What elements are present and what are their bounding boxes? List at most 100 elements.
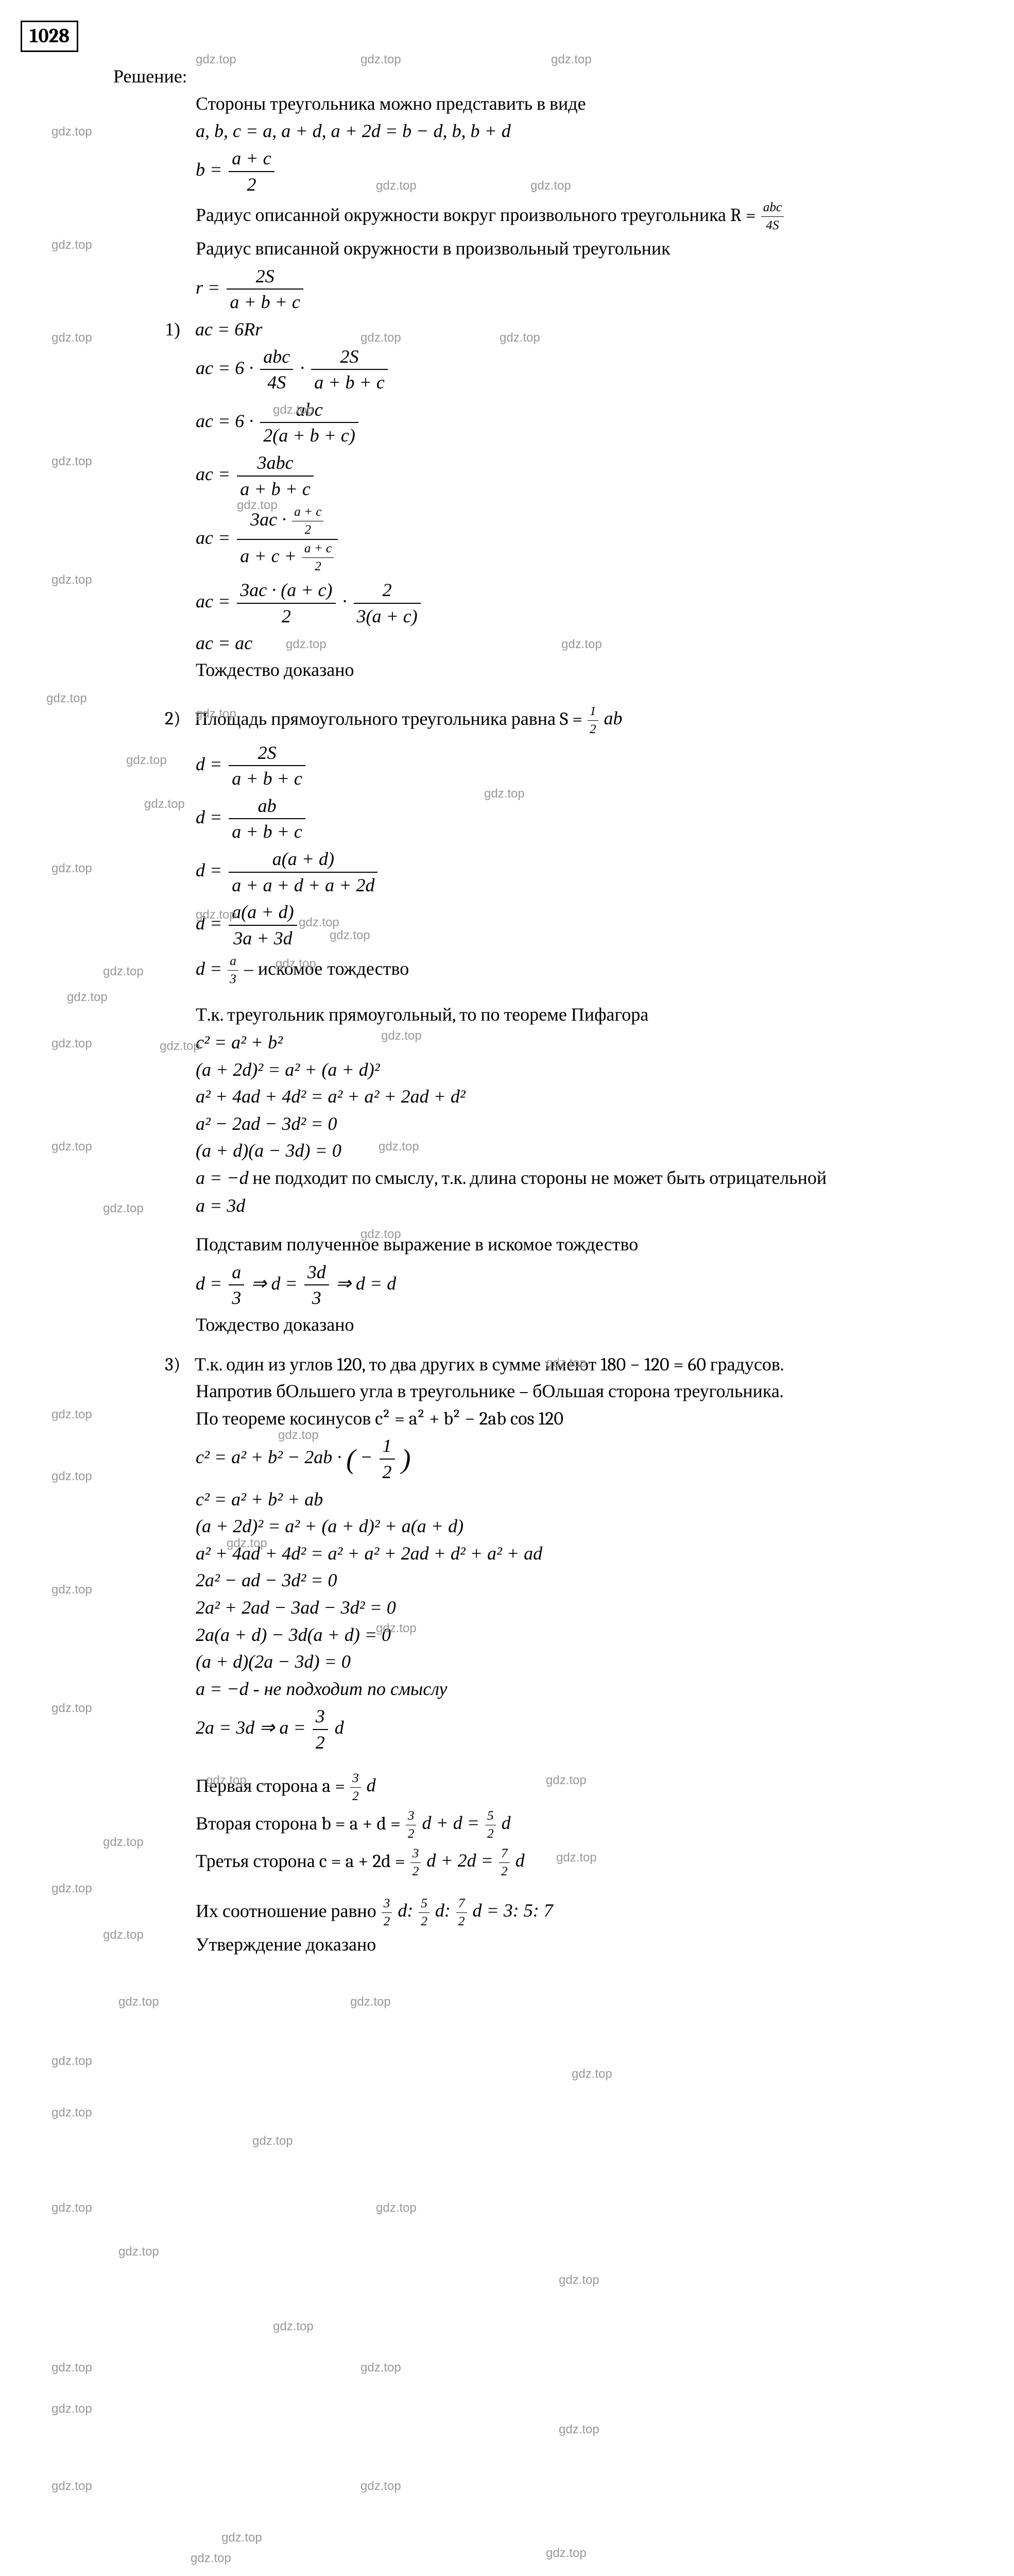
num: 2S <box>229 740 305 767</box>
tail: d = 3: 5: 7 <box>473 1900 553 1921</box>
watermark: gdz.top <box>196 907 236 923</box>
den: 3 <box>304 1285 329 1311</box>
watermark: gdz.top <box>51 2360 92 2376</box>
lhs: ac = 6 · <box>196 411 253 431</box>
watermark: gdz.top <box>546 1772 587 1789</box>
num: 5 <box>419 1895 429 1913</box>
eq: a² + 4ad + 4d² = a² + a² + 2ad + d² + a²… <box>196 1541 963 1566</box>
den: 2 <box>237 604 335 629</box>
watermark: gdz.top <box>559 2421 599 2438</box>
den: 3 <box>229 1285 244 1311</box>
solution-body: Решение: Стороны треугольника можно пред… <box>113 64 963 1957</box>
watermark: gdz.top <box>572 2066 612 2082</box>
watermark: gdz.top <box>546 2545 587 2562</box>
num: a + c <box>229 146 274 172</box>
num: a <box>228 953 238 971</box>
den: 4S <box>260 370 293 395</box>
watermark: gdz.top <box>51 124 92 140</box>
watermark: gdz.top <box>206 1772 247 1789</box>
den: a + b + c <box>227 290 303 315</box>
intro-text: Стороны треугольника можно представить в… <box>196 92 963 117</box>
eq: a² + 4ad + 4d² = a² + a² + 2ad + d² <box>196 1084 963 1109</box>
watermark: gdz.top <box>360 52 401 68</box>
num: abc <box>260 344 293 370</box>
den: 4S <box>761 217 784 234</box>
eq: ac = 6Rr <box>195 319 262 340</box>
subst-text: Подставим полученное выражение в искомое… <box>196 1232 963 1258</box>
list-number: 3) <box>165 1352 191 1378</box>
den: a + a + d + a + 2d <box>229 873 377 898</box>
op: · <box>300 358 304 378</box>
den: 2 <box>410 1863 421 1880</box>
eq: (a + d)(a − 3d) = 0 <box>196 1138 963 1163</box>
eq: d = a(a + d)a + a + d + a + 2d <box>196 846 963 897</box>
watermark: gdz.top <box>360 2478 401 2495</box>
part1: 1) ac = 6Rr <box>196 317 963 342</box>
watermark: gdz.top <box>51 2200 92 2216</box>
watermark: gdz.top <box>118 1994 159 2010</box>
watermark: gdz.top <box>500 330 540 346</box>
b-formula: b = a + c2 <box>196 146 963 197</box>
mid: d + 2d = <box>426 1850 493 1871</box>
lhs: ac = <box>196 528 230 548</box>
watermark: gdz.top <box>118 2244 159 2260</box>
text: По теореме косинусов c² = a² + b² − 2ab … <box>196 1408 563 1429</box>
watermark: gdz.top <box>191 2550 231 2567</box>
text: a = −d - не подходит по смыслу <box>196 1679 447 1699</box>
num: 7 <box>499 1845 510 1863</box>
watermark: gdz.top <box>252 2133 293 2149</box>
watermark: gdz.top <box>221 2530 262 2546</box>
eq: 2a(a + d) − 3d(a + d) = 0 <box>196 1622 963 1648</box>
watermark: gdz.top <box>530 178 571 194</box>
label: b = <box>196 159 222 180</box>
proved: Тождество доказано <box>196 1313 963 1338</box>
num: a + c <box>302 540 334 558</box>
num: 2 <box>354 578 421 604</box>
part2: 2) Площадь прямоугольного треугольника р… <box>196 703 963 738</box>
den: 2 <box>350 1788 361 1805</box>
watermark: gdz.top <box>51 572 92 588</box>
list-number: 2) <box>165 706 191 732</box>
text: Радиус описанной окружности вокруг произ… <box>196 205 756 226</box>
watermark: gdz.top <box>376 1620 417 1637</box>
watermark: gdz.top <box>51 453 92 470</box>
watermark: gdz.top <box>360 1226 401 1243</box>
watermark: gdz.top <box>51 330 92 346</box>
watermark: gdz.top <box>360 2360 401 2376</box>
watermark: gdz.top <box>51 1880 92 1897</box>
text: Площадь прямоугольного треугольника равн… <box>195 708 582 729</box>
watermark: gdz.top <box>51 860 92 877</box>
watermark: gdz.top <box>126 752 167 769</box>
lhs: d = <box>196 958 222 979</box>
watermark: gdz.top <box>273 2318 314 2335</box>
eq: ac = 3abca + b + c <box>196 450 963 501</box>
watermark: gdz.top <box>360 330 401 346</box>
watermark: gdz.top <box>160 1038 200 1055</box>
num: 1 <box>588 703 598 721</box>
num: 3 <box>406 1807 417 1825</box>
eq: (a + d)(2a − 3d) = 0 <box>196 1649 963 1674</box>
watermark: gdz.top <box>237 497 278 514</box>
den: 2(a + b + c) <box>260 423 358 448</box>
solution-label: Решение: <box>113 64 963 90</box>
text: Третья сторона c = a + 2d = <box>196 1850 405 1871</box>
lhs: d = <box>196 860 222 880</box>
mid: d + d = <box>422 1812 479 1833</box>
watermark: gdz.top <box>286 636 326 653</box>
num: 7 <box>456 1895 467 1913</box>
tail: d <box>502 1812 511 1833</box>
lhs: c² = a² + b² − 2ab · <box>196 1447 341 1467</box>
watermark: gdz.top <box>556 1850 597 1866</box>
proved: Тождество доказано <box>196 658 963 683</box>
watermark: gdz.top <box>103 1834 144 1851</box>
watermark: gdz.top <box>196 52 236 68</box>
eq: (a + 2d)² = a² + (a + d)² + a(a + d) <box>196 1514 963 1539</box>
lhs: d = <box>196 1273 222 1294</box>
num: a <box>229 1260 244 1286</box>
op: − <box>360 1447 372 1467</box>
num: 3 <box>313 1704 328 1730</box>
watermark: gdz.top <box>46 690 87 707</box>
watermark: gdz.top <box>51 2105 92 2121</box>
den: a + b + c <box>311 370 388 395</box>
watermark: gdz.top <box>561 636 602 653</box>
